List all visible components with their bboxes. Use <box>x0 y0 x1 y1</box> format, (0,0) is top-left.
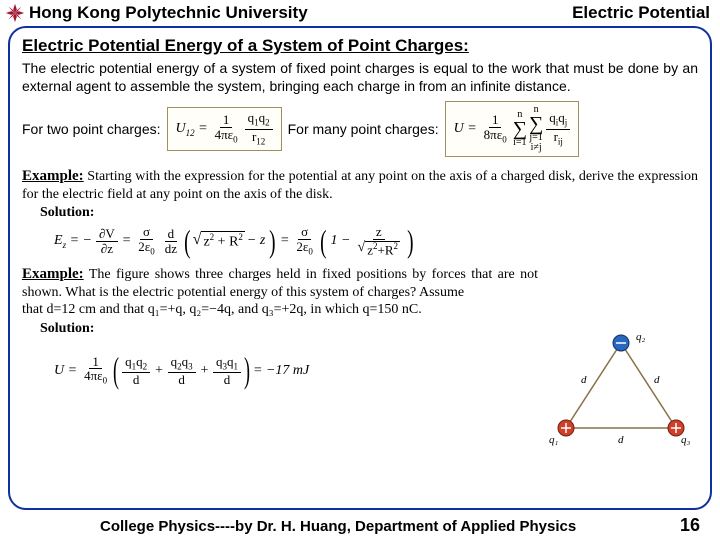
slide-header: Hong Kong Polytechnic University Electri… <box>0 0 720 24</box>
intro-paragraph: The electric potential energy of a syste… <box>22 60 698 95</box>
footer-text: College Physics----by Dr. H. Huang, Depa… <box>100 518 576 535</box>
section-heading: Electric Potential Energy of a System of… <box>22 36 698 56</box>
d-label-bottom: d <box>618 434 624 446</box>
example-1-solution-label: Solution: <box>40 205 698 221</box>
q1-label: q₁ <box>549 434 559 446</box>
example-1-text: Example: Starting with the expression fo… <box>22 167 698 203</box>
d-label-right: d <box>654 374 660 386</box>
slide-footer: College Physics----by Dr. H. Huang, Depa… <box>0 515 720 536</box>
three-charges-diagram-icon: q₂ q₁ q₃ d d d <box>546 328 696 448</box>
example-1-label: Example: <box>22 168 84 184</box>
q2-label: q₂ <box>636 331 646 343</box>
header-left: Hong Kong Polytechnic University <box>4 2 308 24</box>
topic-title: Electric Potential <box>572 3 710 23</box>
example-2-label: Example: <box>22 266 84 282</box>
two-charges-label: For two point charges: <box>22 121 161 137</box>
d-label-left: d <box>581 374 587 386</box>
page-number: 16 <box>680 515 700 536</box>
q3-label: q₃ <box>681 434 691 446</box>
example-1-equation: Ez = − ∂V∂z = σ2ε0 ddz ( √z2 + R2 − z ) … <box>52 225 698 257</box>
university-logo-icon <box>4 2 26 24</box>
formula-row: For two point charges: U12 = 1 4πε0 q1q2… <box>22 101 698 157</box>
content-frame: Electric Potential Energy of a System of… <box>8 26 712 510</box>
example-1: Example: Starting with the expression fo… <box>22 167 698 257</box>
example-2-text: Example: The figure shows three charges … <box>22 265 698 319</box>
many-charges-formula: U = 1 8πε0 n ∑ i=1 n ∑ j=1 i≠j qiqj rij <box>445 101 580 157</box>
two-charges-formula: U12 = 1 4πε0 q1q2 r12 <box>167 107 282 150</box>
university-name: Hong Kong Polytechnic University <box>29 3 308 23</box>
many-charges-label: For many point charges: <box>288 121 439 137</box>
